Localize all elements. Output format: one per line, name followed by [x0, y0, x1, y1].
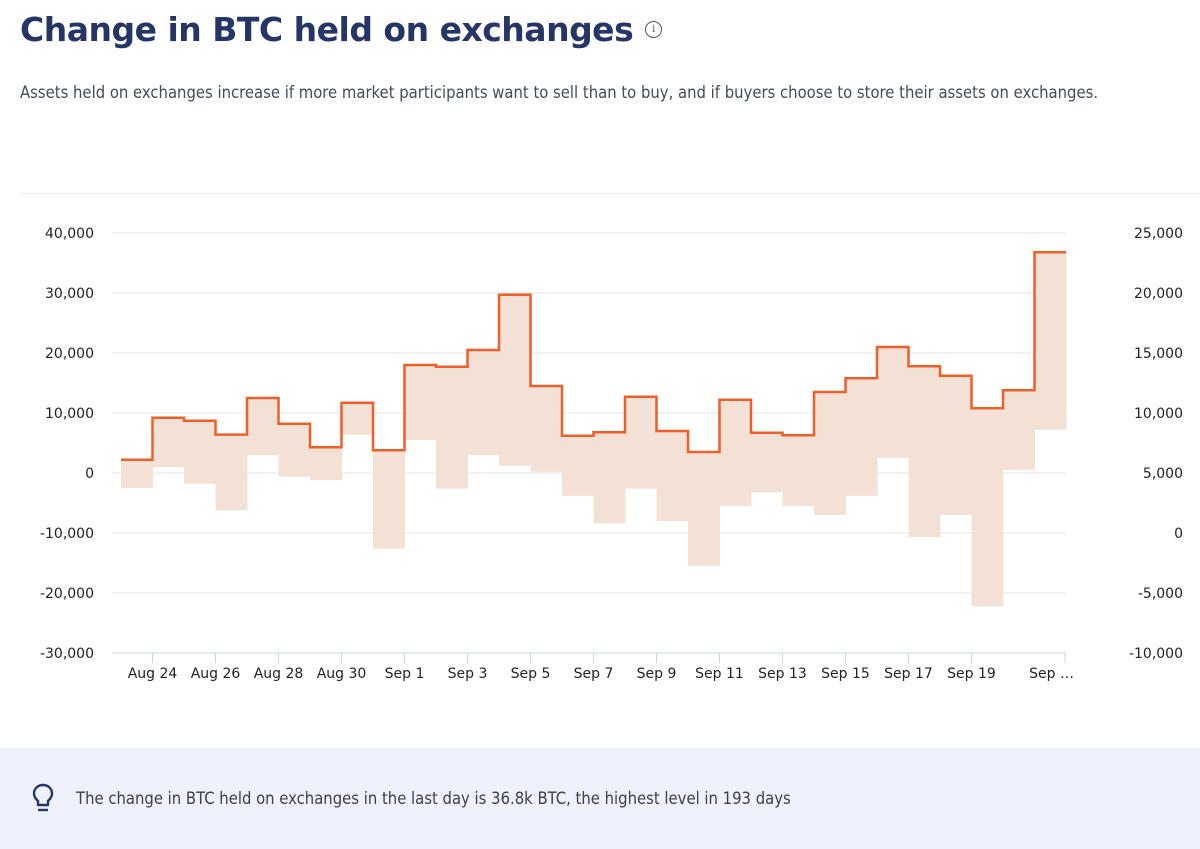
y-right-tick-label: 0 — [1174, 526, 1183, 542]
band-segment — [373, 450, 405, 549]
band-segment — [719, 399, 752, 506]
band-segment — [1003, 390, 1035, 470]
insight-banner: The change in BTC held on exchanges in t… — [0, 748, 1200, 849]
y-right-tick-label: 15,000 — [1134, 346, 1183, 362]
step-line — [121, 250, 1066, 462]
band-segment — [499, 294, 531, 466]
x-tick-label: Aug 24 — [128, 666, 178, 682]
band-segment — [404, 365, 437, 440]
y-axis-right: 25,000 20,000 15,000 10,000 5,000 0 -5,000 -10,… — [1129, 226, 1183, 662]
y-left-tick-label: 10,000 — [45, 406, 94, 422]
x-tick-label: Sep 5 — [511, 666, 551, 682]
band-segment — [121, 459, 153, 488]
band-segment — [814, 392, 846, 515]
x-tick-label: Sep 9 — [637, 666, 677, 682]
band-segment — [593, 432, 626, 524]
x-tick-label: Sep 11 — [695, 666, 744, 682]
x-tick-label: Sep 19 — [947, 666, 996, 682]
band-segment — [152, 417, 185, 467]
band-segment — [184, 420, 216, 484]
band-segment — [782, 435, 815, 506]
band-segment — [751, 432, 783, 493]
band-segment — [310, 447, 342, 481]
band-segment — [467, 350, 500, 455]
y-left-tick-label: -30,000 — [40, 646, 94, 662]
info-circle-icon[interactable]: i — [645, 21, 663, 38]
exchange-balance-chart: Aug 24 Aug 26 Aug 28 Aug 30 Sep 1 Sep 3 Sep 5 S… — [40, 226, 1183, 682]
y-axis-left: 40,000 30,000 20,000 10,000 0 -10,000 -20,000 -… — [40, 226, 94, 662]
band-segment — [971, 408, 1004, 607]
y-right-tick-label: 20,000 — [1134, 286, 1183, 302]
x-tick-label: Aug 26 — [191, 666, 241, 682]
band-segment — [341, 402, 374, 435]
title-row: Change in BTC held on exchanges i — [20, 10, 663, 49]
band-area — [121, 252, 1067, 607]
divider — [20, 193, 1200, 194]
x-axis: Aug 24 Aug 26 Aug 28 Aug 30 Sep 1 Sep 3 Sep 5 S… — [112, 652, 1074, 682]
band-segment — [688, 452, 720, 566]
x-tick-label: Sep 1 — [385, 666, 425, 682]
x-tick-label: Sep … — [1029, 666, 1074, 682]
y-left-tick-label: -10,000 — [40, 526, 94, 542]
page-title: Change in BTC held on exchanges — [20, 10, 634, 49]
x-tick-label: Aug 30 — [317, 666, 367, 682]
y-left-tick-label: 40,000 — [45, 226, 94, 242]
band-segment — [247, 398, 279, 455]
x-tick-label: Sep 13 — [758, 666, 807, 682]
band-segment — [1034, 252, 1067, 430]
x-tick-label: Sep 17 — [884, 666, 933, 682]
band-segment — [908, 366, 941, 538]
y-left-tick-label: -20,000 — [40, 586, 94, 602]
band-segment — [278, 423, 311, 477]
band-segment — [877, 347, 909, 458]
y-left-tick-label: 30,000 — [45, 286, 94, 302]
insight-text: The change in BTC held on exchanges in t… — [76, 789, 791, 808]
band-segment — [625, 396, 657, 489]
chart-description: Assets held on exchanges increase if mor… — [20, 83, 1099, 102]
x-tick-label: Sep 3 — [448, 666, 488, 682]
x-tick-label: Aug 28 — [254, 666, 304, 682]
y-right-tick-label: 10,000 — [1134, 406, 1183, 422]
band-segment — [845, 378, 878, 496]
y-right-tick-label: -10,000 — [1129, 646, 1183, 662]
y-left-tick-label: 0 — [85, 466, 94, 482]
y-right-tick-label: 25,000 — [1134, 226, 1183, 242]
band-segment — [436, 366, 468, 489]
band-segment — [656, 431, 689, 521]
lightbulb-icon — [32, 783, 54, 811]
x-tick-label: Sep 7 — [574, 666, 614, 682]
band-segment — [940, 375, 972, 515]
band-segment — [215, 434, 248, 511]
y-right-tick-label: -5,000 — [1138, 586, 1183, 602]
y-left-tick-label: 20,000 — [45, 346, 94, 362]
band-segment — [530, 386, 563, 472]
y-right-tick-label: 5,000 — [1143, 466, 1183, 482]
x-tick-label: Sep 15 — [821, 666, 870, 682]
step-line-path — [121, 250, 1066, 462]
band-segment — [562, 435, 594, 496]
